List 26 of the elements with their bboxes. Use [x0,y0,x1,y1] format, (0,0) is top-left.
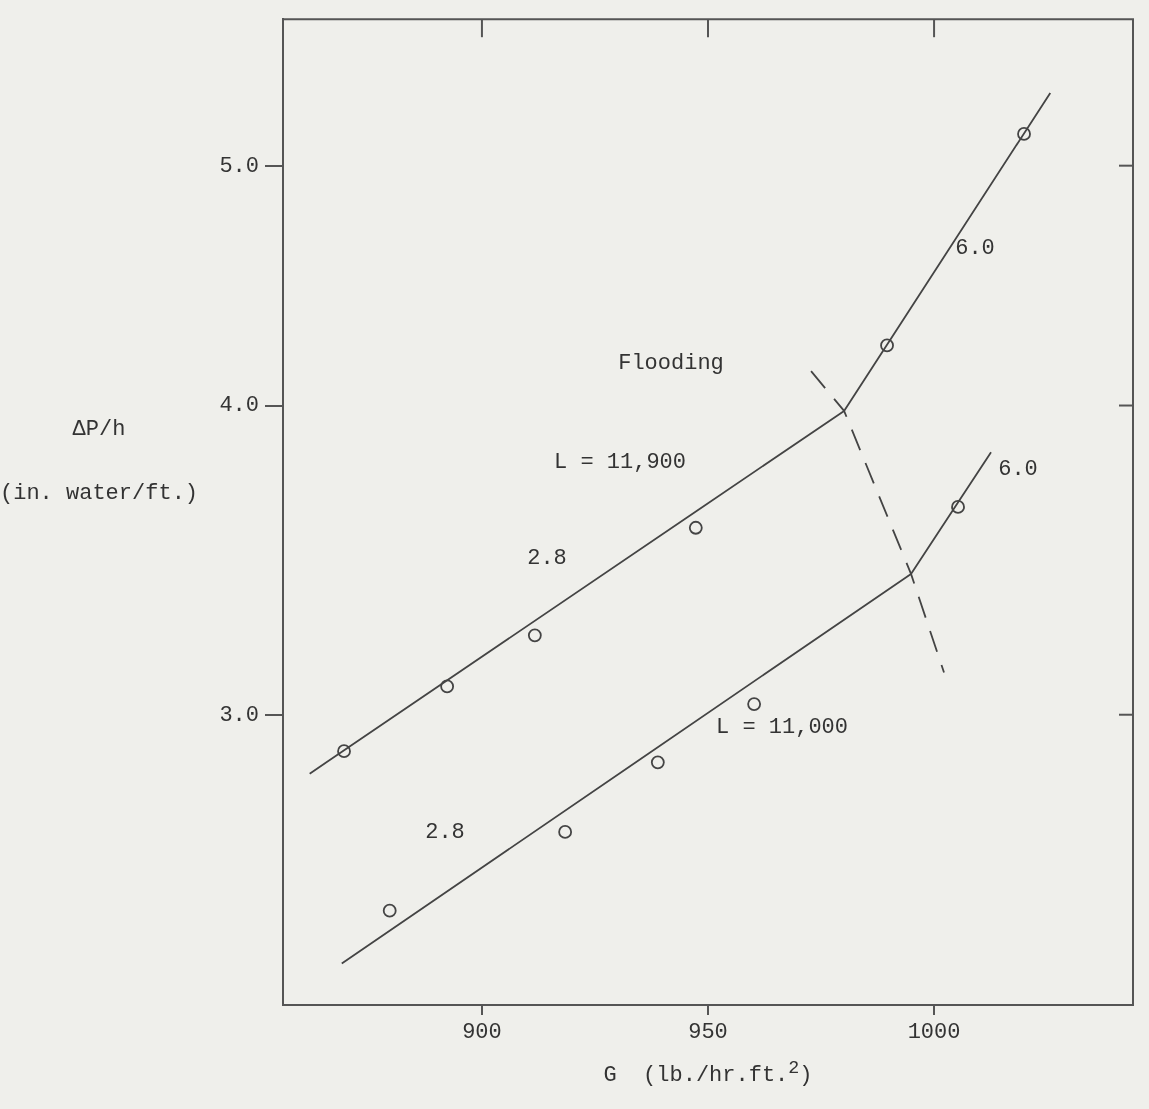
point [747,697,762,711]
annotation: L = 11,000 [715,714,849,740]
point [951,499,965,514]
x-tick-label: 950 [688,1020,728,1046]
annotation: 2.8 [527,545,567,571]
annotation: 6.0 [955,235,995,261]
y-tick-label: 5.0 [219,153,259,179]
point [382,903,397,918]
point [558,825,573,839]
point [650,755,665,770]
x-tick-label: 1000 [907,1020,961,1046]
point [337,744,351,759]
x-axis-title: G (lb./hr.ft.$^{2}$) [602,1058,814,1089]
point [880,338,894,353]
annotation: 2.8 [425,819,465,845]
point [1017,127,1031,141]
text: ΔP/h (in. water/ft.) [0,417,199,506]
point [688,520,703,535]
y-tick-label: 3.0 [219,702,259,728]
y-tick-label: 4.0 [219,393,259,419]
x-tick-label: 900 [462,1020,502,1046]
annotation: Flooding [618,350,724,376]
annotation: 6.0 [998,456,1038,482]
annotation: L = 11,900 [553,449,687,475]
point [440,679,455,694]
point [527,628,542,643]
